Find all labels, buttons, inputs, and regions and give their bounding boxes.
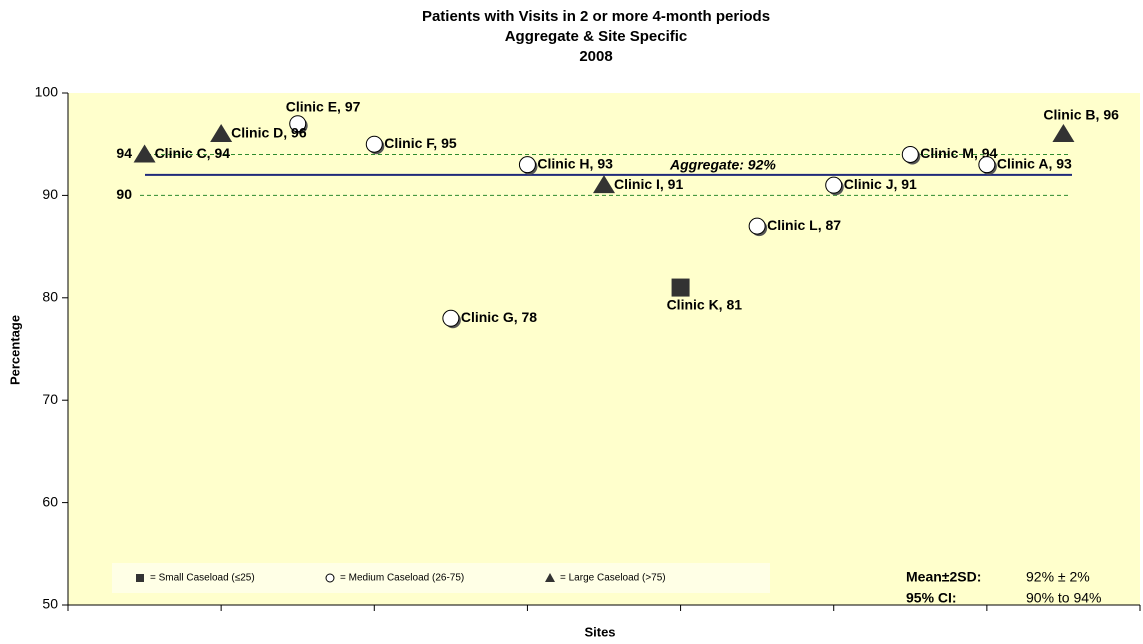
y-axis-label: Percentage xyxy=(7,315,22,385)
point-label: Clinic A, 93 xyxy=(997,155,1072,171)
y-tick-label: 70 xyxy=(42,391,58,407)
marker xyxy=(442,309,460,327)
point-label: Clinic B, 96 xyxy=(1043,107,1119,123)
reference-label: 94 xyxy=(116,145,132,161)
chart-title: 2008 xyxy=(579,48,612,65)
point-label: Clinic L, 87 xyxy=(767,217,841,233)
marker xyxy=(133,144,156,163)
marker xyxy=(518,156,536,174)
marker xyxy=(901,145,919,163)
point-label: Clinic J, 91 xyxy=(844,176,917,192)
y-tick-label: 60 xyxy=(42,493,58,509)
point-label: Clinic K, 81 xyxy=(667,296,743,312)
point-label: Clinic H, 93 xyxy=(537,155,613,171)
point-label: Clinic F, 95 xyxy=(384,135,457,151)
y-tick-label: 50 xyxy=(42,596,58,612)
legend-label: = Small Caseload (≤25) xyxy=(150,573,255,584)
marker xyxy=(978,156,996,174)
point-label: Clinic G, 78 xyxy=(461,309,537,325)
legend-label: = Large Caseload (>75) xyxy=(560,573,666,584)
point-label: Clinic M, 94 xyxy=(920,145,997,161)
legend-marker xyxy=(545,573,555,582)
marker xyxy=(210,123,233,142)
marker xyxy=(1052,123,1075,142)
marker xyxy=(593,175,615,194)
marker xyxy=(748,217,766,235)
stat-value: 90% to 94% xyxy=(1026,590,1102,606)
chart-title: Patients with Visits in 2 or more 4-mont… xyxy=(422,8,770,25)
point-label: Clinic E, 97 xyxy=(286,98,361,114)
marker xyxy=(289,115,307,133)
stat-label: Mean±2SD: xyxy=(906,569,981,585)
aggregate-label: Aggregate: 92% xyxy=(669,157,776,173)
stat-value: 92% ± 2% xyxy=(1026,569,1090,585)
legend-marker xyxy=(325,573,335,583)
marker xyxy=(365,135,383,153)
y-tick-label: 80 xyxy=(42,289,58,305)
reference-label: 90 xyxy=(116,186,132,202)
y-tick-label: 90 xyxy=(42,186,58,202)
point-label: Clinic I, 91 xyxy=(614,176,683,192)
marker xyxy=(671,278,690,297)
point-label: Clinic C, 94 xyxy=(155,145,231,161)
y-tick-label: 100 xyxy=(35,84,59,100)
point-label: Clinic D, 96 xyxy=(231,125,307,141)
marker xyxy=(825,176,843,194)
x-axis-label: Sites xyxy=(584,624,615,639)
legend-box xyxy=(112,563,770,593)
chart-title: Aggregate & Site Specific xyxy=(505,28,688,45)
legend-marker xyxy=(136,574,144,582)
legend-label: = Medium Caseload (26-75) xyxy=(340,573,464,584)
stat-label: 95% CI: xyxy=(906,590,957,606)
